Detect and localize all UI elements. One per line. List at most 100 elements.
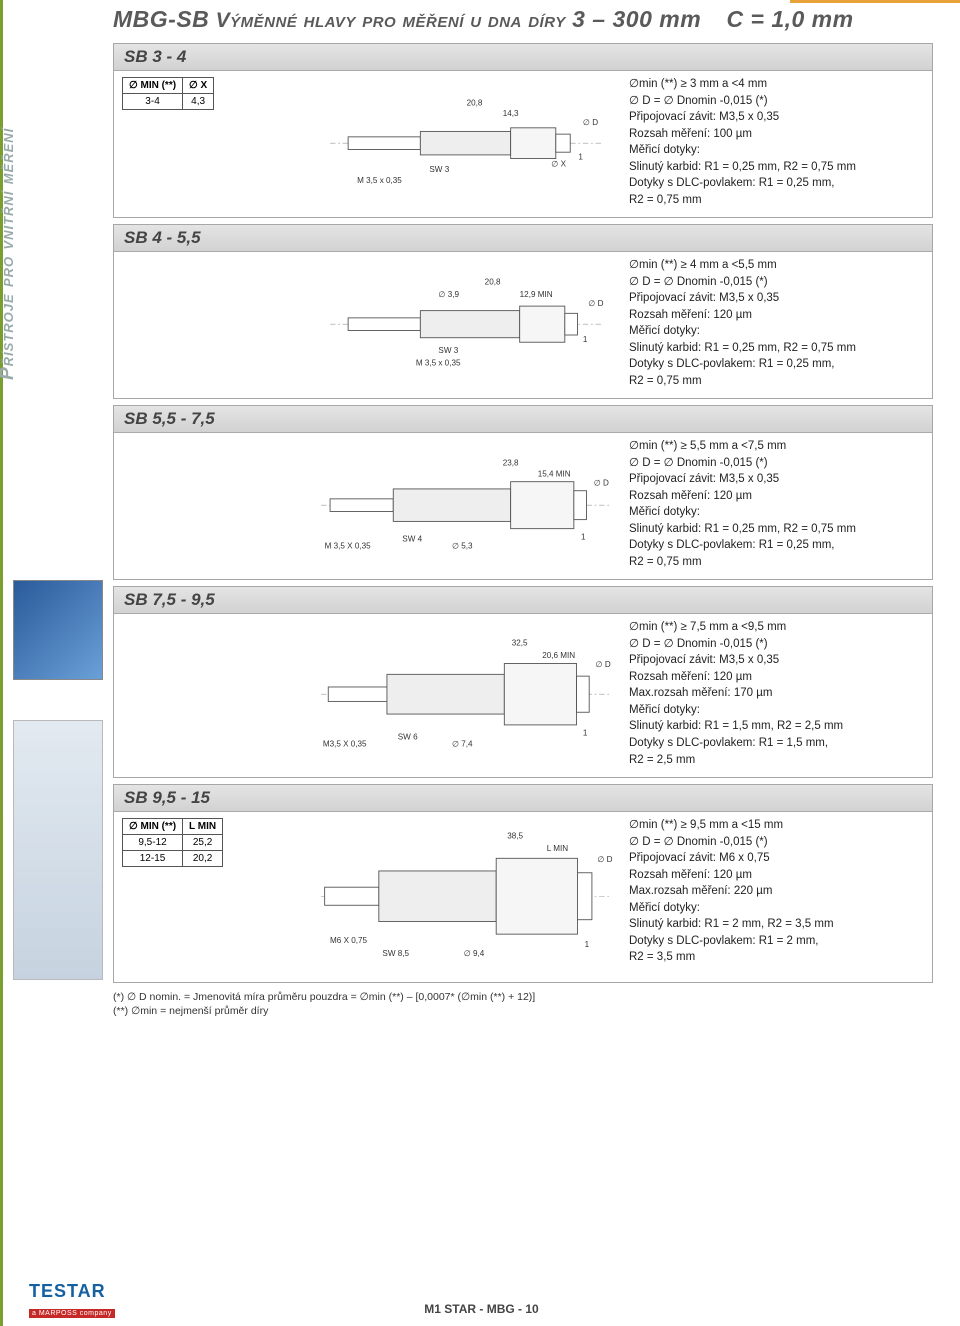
diagram: 38,5 L MIN ∅ D 1 SW 8,5 M6 X 0,75 ∅ 9,4 [312,818,619,974]
left-col [122,258,302,390]
diagram: 23,8 15,4 MIN ∅ D 1 SW 4 M 3,5 X 0,35 ∅ … [312,439,619,571]
spec-line: Měřicí dotyky: [629,505,924,521]
spec-line: R2 = 3,5 mm [629,950,924,966]
spec-line: Dotyky s DLC-povlakem: R1 = 0,25 mm, [629,538,924,554]
spec-col: ∅min (**) ≥ 7,5 mm a <9,5 mm ∅ D = ∅ Dno… [629,620,924,769]
spec-line: R2 = 0,75 mm [629,193,924,209]
svg-text:1: 1 [583,335,588,344]
section-body: ∅ MIN (**)L MIN 9,5-1225,2 12-1520,2 38,… [114,812,932,982]
svg-text:SW 8,5: SW 8,5 [382,949,409,958]
drawing-svg: 32,5 20,6 MIN ∅ D 1 SW 6 M3,5 X 0,35 ∅ 7… [312,631,619,757]
svg-text:∅ D: ∅ D [588,299,603,308]
spec-line: ∅min (**) ≥ 3 mm a <4 mm [629,77,924,93]
spec-line: Připojovací závit: M6 x 0,75 [629,851,924,867]
title-range: 3 – 300 mm [572,6,701,32]
svg-text:SW 3: SW 3 [438,346,458,355]
svg-text:20,8: 20,8 [467,98,483,107]
spec-line: Dotyky s DLC-povlakem: R1 = 2 mm, [629,934,924,950]
left-col [122,439,302,571]
spec-line: Připojovací závit: M3,5 x 0,35 [629,472,924,488]
svg-text:1: 1 [581,533,586,542]
svg-text:M 3,5 x 0,35: M 3,5 x 0,35 [357,176,402,185]
svg-text:20,6 MIN: 20,6 MIN [542,652,575,661]
spec-col: ∅min (**) ≥ 4 mm a <5,5 mm ∅ D = ∅ Dnomi… [629,258,924,390]
diagram: 20,8 ∅ 3,9 12,9 MIN ∅ D 1 SW 3 M 3,5 x 0… [312,258,619,390]
logo-brand: TESTAR [29,1281,115,1302]
section-header: SB 7,5 - 9,5 [114,587,932,614]
section-header: SB 3 - 4 [114,44,932,71]
logo: TESTAR a MARPOSS company [29,1281,115,1320]
param-table: ∅ MIN (**)∅ X 3-44,3 [122,77,214,110]
svg-text:12,9 MIN: 12,9 MIN [520,290,553,299]
spec-line: Rozsah měření: 120 µm [629,489,924,505]
spec-line: Max.rozsah měření: 170 µm [629,686,924,702]
section-header: SB 5,5 - 7,5 [114,406,932,433]
logo-sub: a MARPOSS company [29,1309,115,1318]
svg-text:∅ 7,4: ∅ 7,4 [452,740,473,749]
td: 9,5-12 [123,835,183,851]
section-body: ∅ MIN (**)∅ X 3-44,3 20,8 14,3 ∅ D ∅ X 1… [114,71,932,217]
background-photo [13,720,103,980]
svg-text:14,3: 14,3 [503,109,519,118]
spec-line: Připojovací závit: M3,5 x 0,35 [629,291,924,307]
spec-line: Slinutý karbid: R1 = 0,25 mm, R2 = 0,75 … [629,160,924,176]
svg-text:∅ 9,4: ∅ 9,4 [464,949,485,958]
spec-col: ∅min (**) ≥ 5,5 mm a <7,5 mm ∅ D = ∅ Dno… [629,439,924,571]
title-c: C = 1,0 mm [727,6,854,32]
product-photo [13,580,103,680]
accent-bar [790,0,960,3]
section-sb-3-4: SB 3 - 4 ∅ MIN (**)∅ X 3-44,3 20,8 14,3 … [113,43,933,218]
page-title: MBG-SB Výměnné hlavy pro měření u dna dí… [3,0,960,37]
th: ∅ MIN (**) [123,78,183,94]
diagram: 32,5 20,6 MIN ∅ D 1 SW 6 M3,5 X 0,35 ∅ 7… [312,620,619,769]
spec-line: ∅min (**) ≥ 5,5 mm a <7,5 mm [629,439,924,455]
sidebar-label: Přístroje pro vnitřní měření [0,128,19,380]
drawing-svg: 23,8 15,4 MIN ∅ D 1 SW 4 M 3,5 X 0,35 ∅ … [312,451,619,559]
spec-line: ∅ D = ∅ Dnomin -0,015 (*) [629,456,924,472]
spec-line: Rozsah měření: 120 µm [629,308,924,324]
spec-line: ∅ D = ∅ Dnomin -0,015 (*) [629,94,924,110]
svg-text:M 3,5 X 0,35: M 3,5 X 0,35 [325,542,371,551]
page-footer: M1 STAR - MBG - 10 [3,1302,960,1316]
section-body: 32,5 20,6 MIN ∅ D 1 SW 6 M3,5 X 0,35 ∅ 7… [114,614,932,777]
svg-text:∅ 3,9: ∅ 3,9 [438,290,459,299]
spec-line: R2 = 0,75 mm [629,555,924,571]
title-mid: Výměnné hlavy pro měření u dna díry [216,9,566,32]
th: ∅ X [183,78,214,94]
svg-text:∅ 5,3: ∅ 5,3 [452,542,473,551]
spec-line: Dotyky s DLC-povlakem: R1 = 1,5 mm, [629,736,924,752]
svg-text:SW 6: SW 6 [398,733,418,742]
spec-line: Slinutý karbid: R1 = 0,25 mm, R2 = 0,75 … [629,522,924,538]
svg-text:38,5: 38,5 [507,831,523,840]
section-body: 23,8 15,4 MIN ∅ D 1 SW 4 M 3,5 X 0,35 ∅ … [114,433,932,579]
spec-line: Dotyky s DLC-povlakem: R1 = 0,25 mm, [629,176,924,192]
sidebar-label-text: Přístroje pro vnitřní měření [0,128,18,380]
svg-text:15,4 MIN: 15,4 MIN [538,469,571,478]
spec-line: Rozsah měření: 100 µm [629,127,924,143]
spec-line: Měřicí dotyky: [629,143,924,159]
left-col [122,620,302,769]
page: MBG-SB Výměnné hlavy pro měření u dna dí… [0,0,960,1326]
left-col: ∅ MIN (**)L MIN 9,5-1225,2 12-1520,2 [122,818,302,974]
td: 25,2 [183,835,223,851]
svg-text:20,8: 20,8 [485,277,501,286]
title-prefix: MBG-SB [113,6,209,32]
section-header: SB 4 - 5,5 [114,225,932,252]
spec-col: ∅min (**) ≥ 3 mm a <4 mm ∅ D = ∅ Dnomin … [629,77,924,209]
td: 12-15 [123,851,183,867]
svg-text:∅ D: ∅ D [596,661,611,670]
spec-line: Slinutý karbid: R1 = 0,25 mm, R2 = 0,75 … [629,341,924,357]
spec-line: R2 = 2,5 mm [629,753,924,769]
svg-text:∅ D: ∅ D [583,118,598,127]
svg-text:∅ D: ∅ D [597,855,612,864]
param-table: ∅ MIN (**)L MIN 9,5-1225,2 12-1520,2 [122,818,223,867]
spec-line: Max.rozsah měření: 220 µm [629,884,924,900]
svg-text:1: 1 [578,152,583,161]
spec-line: ∅min (**) ≥ 7,5 mm a <9,5 mm [629,620,924,636]
svg-text:1: 1 [585,940,590,949]
svg-text:∅ D: ∅ D [594,478,609,487]
spec-line: Slinutý karbid: R1 = 1,5 mm, R2 = 2,5 mm [629,719,924,735]
spec-line: Rozsah měření: 120 µm [629,868,924,884]
drawing-svg: 20,8 14,3 ∅ D ∅ X 1 SW 3 M 3,5 x 0,35 [312,89,619,197]
footnote-2: (**) ∅min = nejmenší průměr díry [113,1005,960,1017]
